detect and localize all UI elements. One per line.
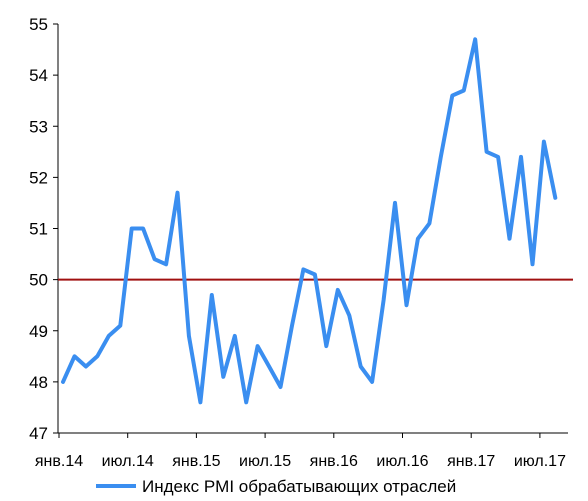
y-tick-label: 52: [29, 168, 48, 187]
y-tick-label: 54: [29, 66, 48, 85]
y-tick-label: 49: [29, 322, 48, 341]
x-tick-label: июл.17: [514, 453, 566, 470]
x-axis: янв.14 июл.14 янв.15 июл.15 янв.16 июл.16 янв.…: [35, 432, 568, 470]
x-tick-label: июл.15: [239, 453, 291, 470]
y-tick-label: 47: [29, 424, 48, 443]
x-tick-label: янв.16: [310, 453, 358, 470]
y-tick-label: 50: [29, 271, 48, 290]
y-axis: 47 48 49 50 51 52 53 54 55: [29, 15, 59, 443]
y-tick-label: 48: [29, 373, 48, 392]
y-tick-label: 53: [29, 117, 48, 136]
x-tick-label: июл.14: [102, 453, 154, 470]
x-tick-label: янв.17: [447, 453, 495, 470]
series-layer: [61, 37, 558, 405]
y-tick-label: 51: [29, 220, 48, 239]
x-tick-label: июл.16: [376, 453, 428, 470]
y-tick-label: 55: [29, 15, 48, 34]
legend-label: Индекс PMI обрабатывающих отраслей: [142, 477, 456, 496]
series-line-pmi: [61, 37, 558, 405]
x-tick-label: янв.15: [172, 453, 220, 470]
x-tick-label: янв.14: [35, 453, 83, 470]
legend: Индекс PMI обрабатывающих отраслей: [96, 477, 456, 496]
